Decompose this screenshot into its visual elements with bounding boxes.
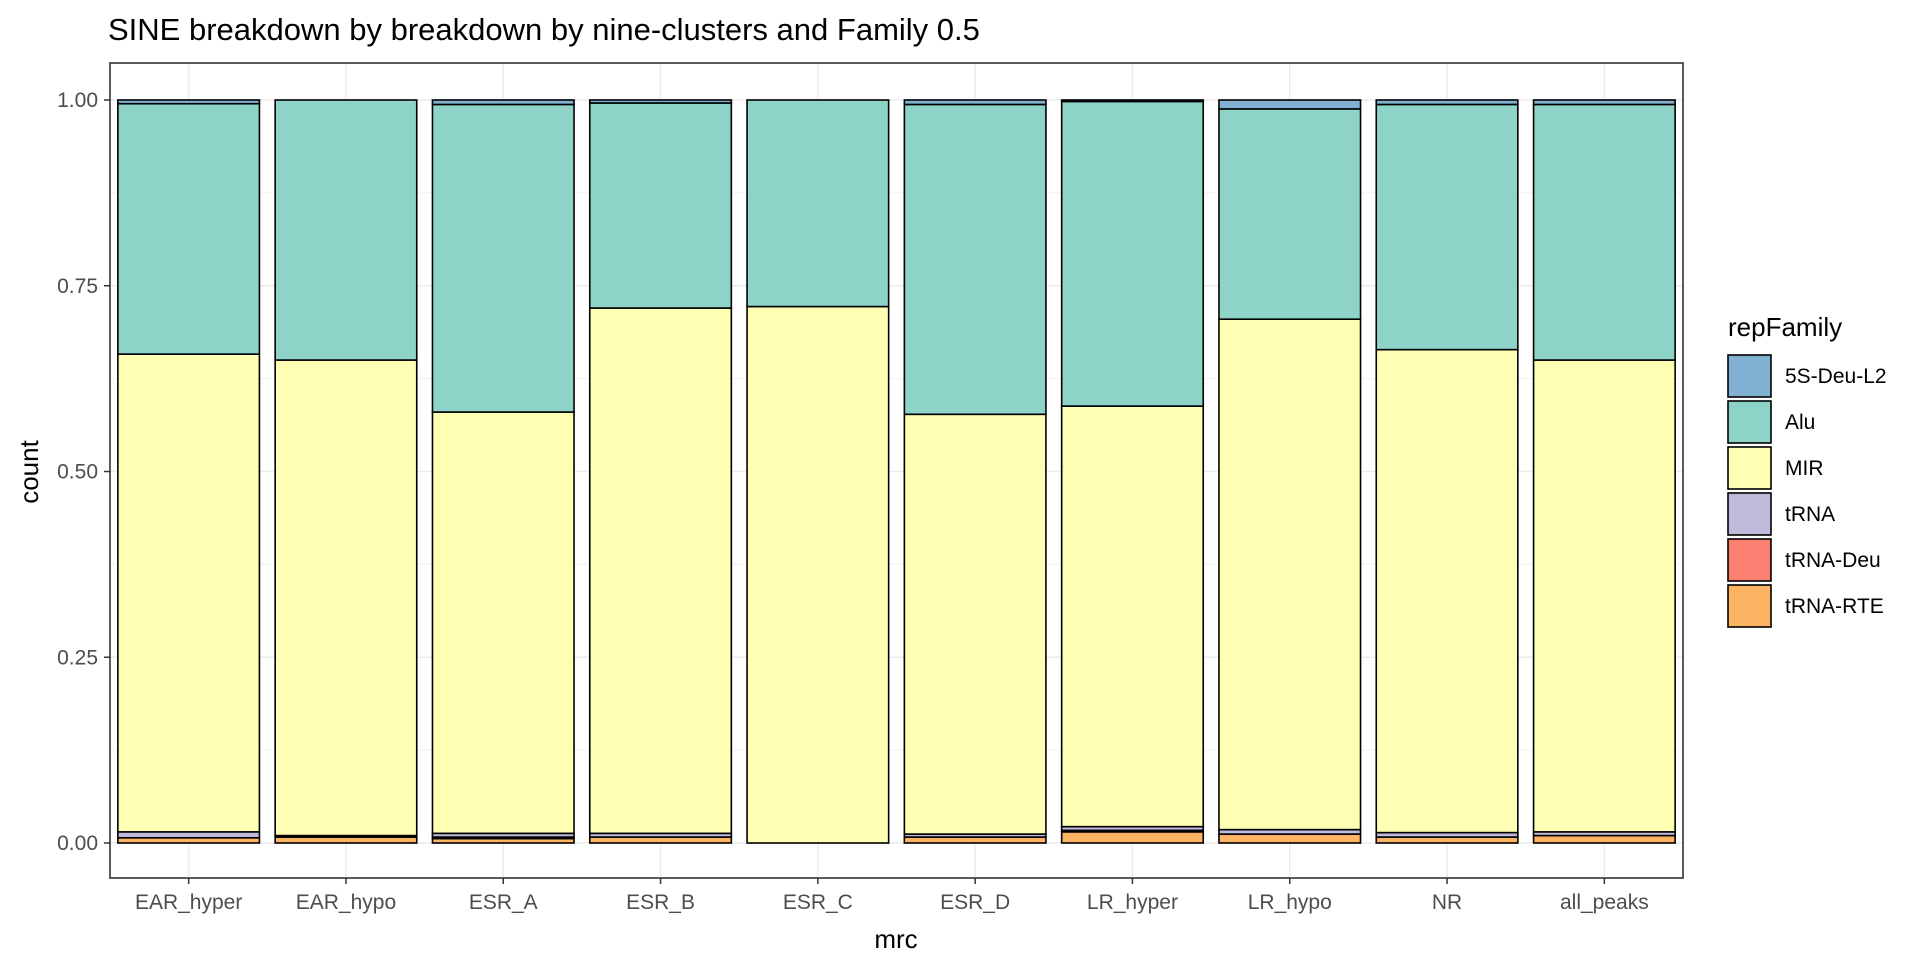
- bar-segment: [1375, 348, 1519, 834]
- chart-title: SINE breakdown by breakdown by nine-clus…: [108, 12, 980, 47]
- y-tick-label: 0.00: [57, 832, 98, 855]
- bar-segment: [1060, 100, 1205, 407]
- x-tick-label: NR: [1432, 891, 1462, 914]
- bar-segment: [117, 353, 261, 833]
- bar-stack-ESR_D: [903, 99, 1047, 844]
- bar-segment: [588, 99, 733, 104]
- bar-segment: [903, 103, 1047, 416]
- bar-stack-ESR_B: [588, 99, 733, 844]
- panel-border: [109, 62, 1684, 879]
- legend-label: tRNA: [1785, 503, 1835, 526]
- y-axis: 0.00 0.25 0.50 0.75 1.00: [57, 89, 110, 855]
- bar-segment: [1532, 99, 1676, 106]
- bar-segment: [1532, 103, 1676, 361]
- bar-segment: [117, 102, 261, 355]
- bar-segment: [1375, 103, 1519, 351]
- legend-label: tRNA-Deu: [1785, 549, 1881, 572]
- legend-item: tRNA: [1727, 492, 1835, 536]
- y-tick-label: 0.75: [57, 275, 98, 298]
- x-tick-label: ESR_B: [626, 891, 695, 914]
- legend-key: [1727, 538, 1772, 582]
- bar-segment: [588, 102, 733, 309]
- y-tick-label: 0.50: [57, 461, 98, 484]
- bar-segment: [903, 413, 1047, 835]
- bar-stack-LR_hyper: [1060, 99, 1205, 844]
- bar-stack-EAR_hypo: [274, 99, 418, 844]
- x-tick-label: all_peaks: [1560, 891, 1649, 914]
- y-tick-label: 0.25: [57, 646, 98, 669]
- legend-key: [1727, 492, 1772, 536]
- y-tick-label: 1.00: [57, 89, 98, 112]
- bars: [117, 99, 1676, 844]
- y-axis-title: count: [14, 439, 44, 503]
- legend-title: repFamily: [1728, 312, 1842, 342]
- bar-stack-EAR_hyper: [117, 99, 261, 844]
- legend-item: Alu: [1727, 400, 1815, 444]
- bar-segment: [1218, 318, 1362, 831]
- bar-segment: [746, 305, 890, 844]
- panel-border-rect: [109, 62, 1684, 879]
- legend-label: Alu: [1785, 411, 1815, 434]
- legend-key: [1727, 400, 1772, 444]
- bar-segment: [1375, 836, 1519, 844]
- legend: repFamily 5S-Deu-L2 Alu MIR tRNA tRNA-Deu tRN…: [1727, 312, 1887, 628]
- bar-segment: [746, 99, 890, 308]
- bar-segment: [117, 831, 261, 839]
- legend-key: [1727, 446, 1772, 490]
- legend-item: 5S-Deu-L2: [1727, 354, 1887, 398]
- bar-segment: [274, 99, 418, 361]
- x-tick-label: LR_hyper: [1087, 891, 1178, 914]
- bar-segment: [1060, 99, 1205, 103]
- legend-item: tRNA-Deu: [1727, 538, 1881, 582]
- bar-segment: [117, 99, 261, 105]
- bar-segment: [1218, 833, 1362, 844]
- x-tick-label: ESR_A: [469, 891, 538, 914]
- legend-label: tRNA-RTE: [1785, 595, 1884, 618]
- x-tick-label: ESR_D: [940, 891, 1010, 914]
- bar-segment: [274, 359, 418, 837]
- x-axis-title: mrc: [874, 924, 917, 954]
- legend-label: 5S-Deu-L2: [1785, 365, 1887, 388]
- bar-stack-all_peaks: [1532, 99, 1676, 844]
- legend-key: [1727, 354, 1772, 398]
- bar-segment: [588, 307, 733, 835]
- bar-segment: [431, 103, 575, 413]
- bar-stack-NR: [1375, 99, 1519, 844]
- bar-segment: [1060, 831, 1205, 844]
- bar-stack-ESR_C: [746, 99, 890, 844]
- bar-stack-LR_hypo: [1218, 99, 1362, 844]
- legend-key: [1727, 584, 1772, 628]
- bar-segment: [1218, 108, 1362, 320]
- x-tick-label: EAR_hypo: [296, 891, 396, 914]
- bar-segment: [1060, 405, 1205, 828]
- bar-segment: [588, 836, 733, 844]
- bar-stack-ESR_A: [431, 99, 575, 844]
- bar-segment: [1218, 99, 1362, 110]
- bar-segment: [431, 411, 575, 835]
- x-tick-label: EAR_hyper: [135, 891, 242, 914]
- bar-segment: [1532, 834, 1676, 844]
- x-axis: EAR_hyper EAR_hypo ESR_A ESR_B ESR_C ESR_D LR_…: [135, 878, 1649, 914]
- bar-segment: [1375, 99, 1519, 106]
- x-tick-label: LR_hypo: [1248, 891, 1332, 914]
- bar-segment: [274, 836, 418, 844]
- legend-item: MIR: [1727, 446, 1824, 490]
- legend-item: tRNA-RTE: [1727, 584, 1884, 628]
- bar-segment: [903, 99, 1047, 106]
- bar-segment: [1532, 359, 1676, 833]
- bar-segment: [903, 836, 1047, 844]
- legend-label: MIR: [1785, 457, 1824, 480]
- bar-segment: [431, 99, 575, 106]
- x-tick-label: ESR_C: [783, 891, 853, 914]
